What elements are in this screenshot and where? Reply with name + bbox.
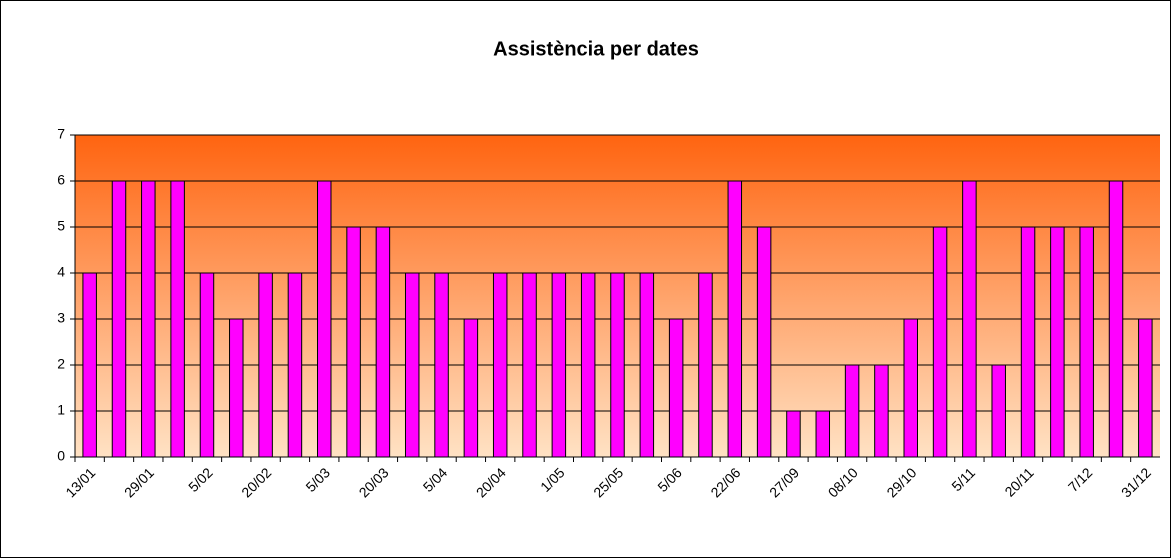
bar (639, 272, 655, 458)
bar (698, 272, 713, 458)
y-tick-label: 0 (57, 448, 65, 464)
bar (287, 272, 303, 458)
bar (1079, 226, 1094, 458)
bar (1138, 318, 1153, 458)
bar (375, 226, 391, 458)
bar (170, 180, 185, 458)
bar (346, 226, 361, 458)
bar (492, 272, 508, 458)
bar (258, 272, 273, 458)
bar (463, 318, 479, 458)
bar (580, 272, 596, 458)
bar (404, 272, 420, 458)
bar (141, 180, 156, 458)
y-tick-label: 1 (57, 402, 65, 418)
y-tick-label: 3 (57, 310, 65, 326)
bar (991, 364, 1006, 458)
bar (610, 272, 625, 458)
bar (727, 180, 743, 458)
bar (932, 226, 948, 458)
bar (111, 180, 127, 458)
bar (1020, 226, 1036, 458)
bar (229, 318, 244, 458)
bar (786, 410, 801, 458)
bar (551, 272, 567, 458)
bar (1108, 180, 1124, 458)
chart-title: Assistència per dates (493, 38, 699, 60)
y-tick-label: 7 (57, 126, 65, 142)
bar (756, 226, 772, 458)
bar (82, 272, 97, 458)
y-tick-label: 6 (57, 172, 65, 188)
bar (317, 180, 332, 458)
bar (815, 410, 831, 458)
bar (668, 318, 684, 458)
bar (874, 364, 889, 458)
bar (434, 272, 449, 458)
bar (844, 364, 860, 458)
bar (522, 272, 537, 458)
bar (962, 180, 977, 458)
bar (903, 318, 918, 458)
y-tick-label: 4 (57, 264, 65, 280)
bar (199, 272, 215, 458)
y-tick-label: 5 (57, 218, 65, 234)
bar (1050, 226, 1065, 458)
y-tick-label: 2 (57, 356, 65, 372)
